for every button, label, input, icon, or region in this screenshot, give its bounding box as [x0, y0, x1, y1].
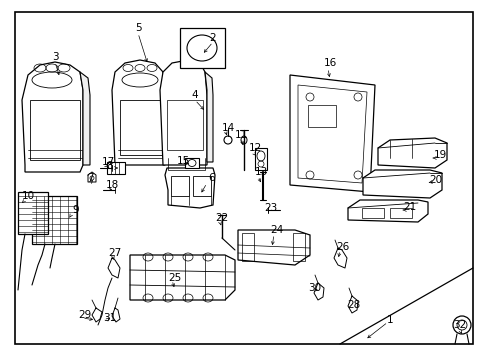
Text: 16: 16 — [323, 58, 336, 68]
Text: 13: 13 — [254, 167, 267, 177]
Polygon shape — [347, 200, 427, 222]
Bar — [193, 176, 210, 196]
Text: 20: 20 — [428, 175, 442, 185]
Text: 21: 21 — [403, 202, 416, 212]
Text: 17: 17 — [101, 157, 114, 167]
Bar — [120, 100, 162, 155]
Text: 3: 3 — [52, 52, 58, 62]
Bar — [180, 28, 224, 68]
Bar — [18, 192, 48, 234]
Polygon shape — [22, 62, 83, 172]
Bar — [254, 148, 266, 170]
Bar — [389, 208, 411, 218]
Text: 31: 31 — [103, 313, 116, 323]
Text: 2: 2 — [209, 33, 216, 43]
Text: 12: 12 — [248, 143, 261, 153]
Polygon shape — [160, 60, 206, 165]
Polygon shape — [204, 72, 213, 162]
Bar — [32, 196, 77, 244]
Polygon shape — [362, 170, 441, 198]
Polygon shape — [130, 255, 235, 300]
Bar — [307, 105, 335, 127]
Text: 30: 30 — [308, 283, 321, 293]
Polygon shape — [112, 60, 164, 165]
Polygon shape — [289, 75, 374, 192]
Text: 6: 6 — [208, 173, 215, 183]
Text: 24: 24 — [270, 225, 283, 235]
Text: 22: 22 — [215, 213, 228, 223]
Text: 8: 8 — [106, 161, 113, 171]
Text: 1: 1 — [386, 315, 392, 325]
Text: 11: 11 — [234, 130, 247, 140]
Bar — [30, 100, 80, 160]
Bar — [184, 158, 199, 168]
Text: 14: 14 — [221, 123, 234, 133]
Text: 27: 27 — [108, 248, 122, 258]
Text: 23: 23 — [264, 203, 277, 213]
Ellipse shape — [452, 316, 470, 334]
Bar — [167, 100, 203, 150]
Bar — [242, 233, 253, 261]
Polygon shape — [377, 138, 446, 168]
Text: 19: 19 — [432, 150, 446, 160]
Polygon shape — [164, 168, 215, 208]
Polygon shape — [238, 230, 309, 265]
Text: 5: 5 — [134, 23, 141, 33]
Text: 10: 10 — [21, 191, 35, 201]
Polygon shape — [80, 72, 90, 165]
Polygon shape — [163, 72, 172, 162]
Text: 7: 7 — [86, 173, 93, 183]
Text: 32: 32 — [452, 320, 466, 330]
Text: 26: 26 — [336, 242, 349, 252]
Bar — [107, 162, 125, 174]
Text: 29: 29 — [78, 310, 91, 320]
Text: 25: 25 — [168, 273, 181, 283]
Bar — [361, 208, 383, 218]
Bar — [171, 176, 189, 196]
Text: 4: 4 — [191, 90, 198, 100]
Text: 18: 18 — [105, 180, 119, 190]
Text: 15: 15 — [176, 156, 189, 166]
Bar — [292, 233, 305, 261]
Text: 28: 28 — [346, 300, 360, 310]
Text: 9: 9 — [73, 205, 79, 215]
